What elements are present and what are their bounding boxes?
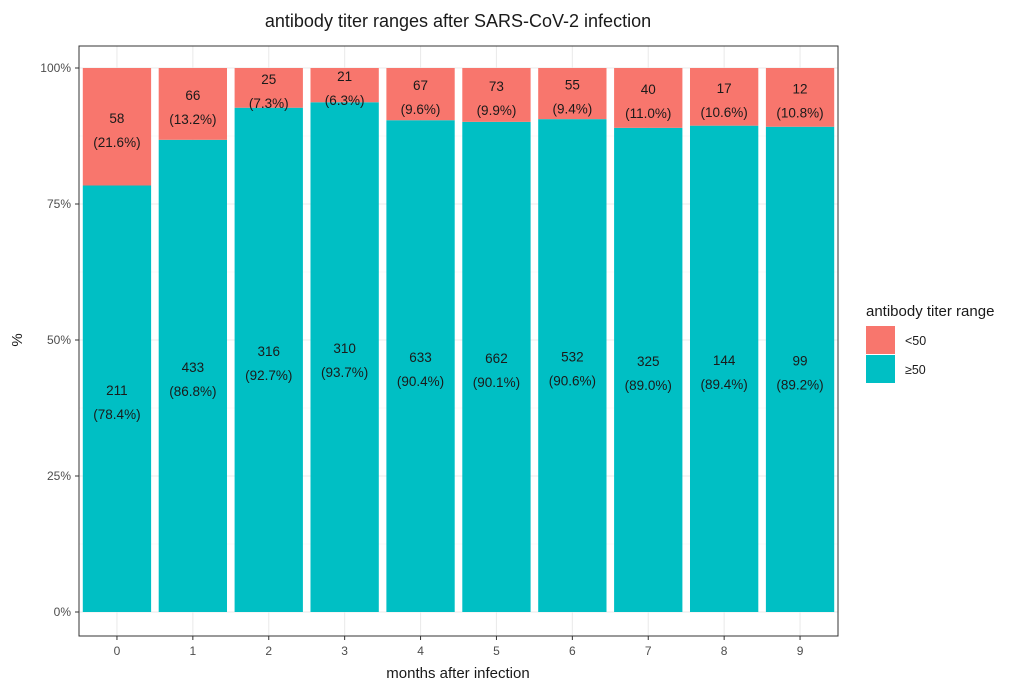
bar-segment-lt50	[310, 68, 379, 103]
bars: 211 (78.4%) 58 (21.6%) 433 (86.8%) 66 (13.2%) 31…	[82, 68, 835, 613]
x-tick-label: 6	[569, 644, 576, 658]
bar-segment-ge50	[82, 185, 152, 612]
data-label-percent-lt50: (21.6%)	[93, 135, 140, 150]
data-label-count-lt50: 21	[337, 69, 352, 84]
bar-segment-lt50	[234, 68, 303, 108]
y-tick-label: 0%	[54, 605, 72, 619]
bar-segment-lt50	[765, 68, 835, 127]
legend-label-ge50: ≥50	[905, 363, 926, 377]
y-axis: 0% 25% 50% 75% 100%	[40, 61, 79, 619]
data-label-percent-ge50: (90.4%)	[397, 374, 444, 389]
bar-segment-lt50	[614, 68, 683, 128]
data-label-count-lt50: 25	[261, 72, 276, 87]
bar-segment-lt50	[462, 68, 531, 122]
plot-border	[78, 45, 839, 637]
data-label-count-lt50: 66	[185, 88, 200, 103]
bar-segment-ge50	[158, 139, 228, 613]
y-tick-label: 100%	[40, 61, 71, 75]
bar-segment-ge50	[386, 120, 455, 612]
chart-title: antibody titer ranges after SARS-CoV-2 i…	[265, 11, 651, 31]
bar-segment-lt50	[158, 68, 228, 140]
data-label-percent-ge50: (93.7%)	[321, 365, 368, 380]
data-label-count-lt50: 58	[109, 111, 124, 126]
data-label-percent-ge50: (90.1%)	[473, 375, 520, 390]
data-label-percent-lt50: (11.0%)	[625, 106, 671, 121]
legend-title: antibody titer range	[866, 303, 994, 320]
data-label-percent-ge50: (89.0%)	[625, 378, 672, 393]
data-label-percent-lt50: (9.6%)	[401, 102, 441, 117]
y-axis-title: %	[9, 333, 26, 346]
data-label-percent-lt50: (7.3%)	[249, 96, 289, 111]
data-label-count-lt50: 73	[489, 79, 504, 94]
x-tick-label: 7	[645, 644, 652, 658]
legend-key-ge50	[866, 355, 895, 383]
data-label-percent-ge50: (89.2%)	[776, 377, 823, 392]
data-label-percent-lt50: (13.2%)	[169, 112, 216, 127]
bar-segment-ge50	[234, 107, 303, 612]
x-tick-label: 0	[114, 644, 121, 658]
x-tick-label: 1	[190, 644, 197, 658]
data-label-count-ge50: 144	[713, 353, 736, 368]
data-label-count-ge50: 316	[257, 344, 280, 359]
bar-segment-ge50	[765, 126, 835, 612]
data-label-count-lt50: 12	[793, 81, 808, 96]
data-label-percent-ge50: (92.7%)	[245, 368, 292, 383]
legend-key-lt50	[866, 326, 895, 354]
legend-label-lt50: <50	[905, 334, 926, 348]
x-tick-label: 3	[341, 644, 348, 658]
data-label-percent-lt50: (10.8%)	[776, 105, 823, 120]
bar-segment-lt50	[538, 68, 607, 120]
bar-segment-lt50	[82, 68, 152, 186]
data-label-count-ge50: 532	[561, 350, 584, 365]
y-tick-label: 25%	[47, 469, 71, 483]
bar-segment-ge50	[462, 121, 531, 612]
bar-segment-ge50	[310, 102, 379, 612]
data-label-count-lt50: 40	[641, 82, 656, 97]
data-label-percent-ge50: (89.4%)	[701, 377, 748, 392]
y-tick-label: 75%	[47, 197, 71, 211]
x-tick-label: 8	[721, 644, 728, 658]
data-label-count-ge50: 433	[182, 360, 205, 375]
bar-segment-lt50	[386, 68, 455, 121]
x-tick-label: 2	[265, 644, 272, 658]
data-label-percent-ge50: (86.8%)	[169, 384, 216, 399]
data-label-percent-lt50: (9.4%)	[552, 102, 592, 117]
x-axis-title: months after infection	[386, 665, 529, 682]
legend: antibody titer range <50 ≥50	[866, 303, 994, 383]
data-label-count-ge50: 99	[793, 353, 808, 368]
data-label-percent-lt50: (9.9%)	[477, 103, 517, 118]
data-label-percent-lt50: (6.3%)	[325, 93, 365, 108]
data-label-count-ge50: 633	[409, 350, 432, 365]
data-label-count-ge50: 662	[485, 351, 508, 366]
bar-segment-ge50	[614, 127, 683, 612]
data-label-count-ge50: 310	[333, 341, 356, 356]
data-label-count-lt50: 17	[717, 81, 732, 96]
data-label-count-lt50: 67	[413, 78, 428, 93]
data-label-count-ge50: 325	[637, 354, 660, 369]
y-tick-label: 50%	[47, 333, 71, 347]
data-label-percent-ge50: (78.4%)	[93, 407, 140, 422]
data-label-count-lt50: 55	[565, 78, 580, 93]
x-tick-label: 9	[797, 644, 804, 658]
bar-segment-lt50	[689, 68, 759, 126]
bar-segment-ge50	[689, 125, 759, 612]
data-label-percent-ge50: (90.6%)	[549, 374, 596, 389]
data-label-count-ge50: 211	[106, 383, 128, 398]
x-tick-label: 5	[493, 644, 500, 658]
x-tick-label: 4	[417, 644, 424, 658]
x-axis: 0 1 2 3 4 5 6 7 8 9	[114, 636, 804, 658]
bar-segment-ge50	[538, 119, 607, 613]
data-label-percent-lt50: (10.6%)	[701, 105, 748, 120]
